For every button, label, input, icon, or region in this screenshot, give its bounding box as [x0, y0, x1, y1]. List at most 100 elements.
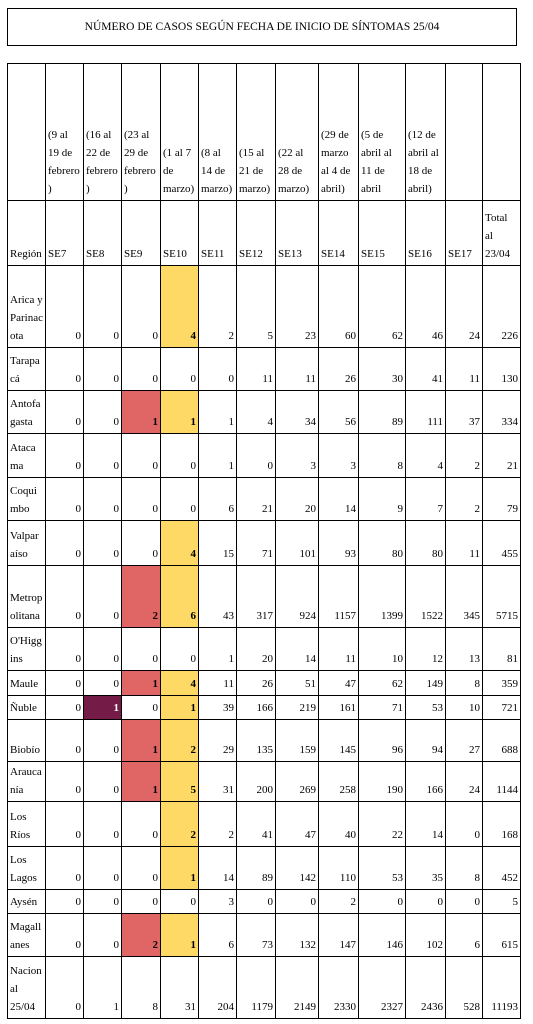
case-count: 0 — [405, 889, 446, 914]
case-count: 11 — [236, 347, 276, 391]
case-count: 41 — [236, 801, 276, 847]
case-count: 21 — [236, 477, 276, 521]
table-row: Arica y Parinacota 0 0 0 4 2 5 23 60 62 46 24 226 — [7, 265, 521, 348]
case-count: 1 — [83, 956, 122, 1019]
region-name: Los Lagos — [7, 846, 46, 890]
case-count: 2327 — [358, 956, 406, 1019]
case-count: 8 — [121, 956, 161, 1019]
case-count: 6 — [198, 477, 237, 521]
case-count: 89 — [358, 390, 406, 434]
table-row: Región SE7 SE8 SE9 SE10 SE11 SE12 SE13 SE14 SE15 S… — [7, 200, 521, 266]
case-count: 37 — [445, 390, 483, 434]
case-count: 0 — [45, 477, 84, 521]
case-count: 14 — [318, 477, 359, 521]
cases-table: (9 al 19 de febrero) (16 al 22 de febrero… — [7, 63, 521, 1019]
case-count: 2 — [160, 801, 199, 847]
case-count: 0 — [83, 801, 122, 847]
case-count: 10 — [445, 695, 483, 720]
date-range: (16 al 22 de febrero) — [83, 63, 122, 201]
case-count: 0 — [45, 801, 84, 847]
case-count: 0 — [45, 520, 84, 566]
case-count: 8 — [445, 846, 483, 890]
column-header: SE16 — [405, 200, 446, 266]
case-count: 31 — [198, 761, 237, 802]
date-range: (22 al 28 de marzo) — [275, 63, 319, 201]
case-count: 1 — [121, 390, 161, 434]
case-count: 1 — [160, 846, 199, 890]
case-count: 2149 — [275, 956, 319, 1019]
case-count: 0 — [275, 889, 319, 914]
case-count: 2 — [318, 889, 359, 914]
case-count: 46 — [405, 265, 446, 348]
case-count: 22 — [358, 801, 406, 847]
case-count: 34 — [275, 390, 319, 434]
case-count: 2330 — [318, 956, 359, 1019]
case-count: 149 — [405, 670, 446, 696]
case-count: 1522 — [405, 565, 446, 628]
case-count: 71 — [236, 520, 276, 566]
table-row: Maule 0 0 1 4 11 26 51 47 62 149 8 359 — [7, 670, 521, 696]
case-count: 0 — [45, 265, 84, 348]
case-count: 71 — [358, 695, 406, 720]
case-count: 102 — [405, 913, 446, 957]
case-count: 0 — [160, 347, 199, 391]
case-count: 6 — [445, 913, 483, 957]
table-row: Antofagasta 0 0 1 1 1 4 34 56 89 111 37 334 — [7, 390, 521, 434]
case-count: 35 — [405, 846, 446, 890]
case-count: 0 — [160, 627, 199, 671]
case-count: 2 — [198, 265, 237, 348]
case-count: 269 — [275, 761, 319, 802]
case-count: 39 — [198, 695, 237, 720]
case-count: 110 — [318, 846, 359, 890]
table-row: (9 al 19 de febrero) (16 al 22 de febrero… — [7, 63, 521, 201]
case-count: 3 — [318, 433, 359, 478]
column-header: SE12 — [236, 200, 276, 266]
case-count: 20 — [275, 477, 319, 521]
table-row: Atacama 0 0 0 0 1 0 3 3 8 4 2 21 — [7, 433, 521, 478]
case-count: 0 — [83, 719, 122, 762]
case-count: 1 — [160, 913, 199, 957]
case-count: 0 — [83, 347, 122, 391]
case-count: 0 — [121, 889, 161, 914]
case-count: 5 — [482, 889, 521, 914]
table-row: Los Lagos 0 0 0 1 14 89 142 110 53 35 8 452 — [7, 846, 521, 890]
case-count: 29 — [198, 719, 237, 762]
case-count: 2 — [198, 801, 237, 847]
case-count: 1 — [160, 390, 199, 434]
case-count: 1179 — [236, 956, 276, 1019]
case-count: 0 — [83, 913, 122, 957]
date-range: (9 al 19 de febrero) — [45, 63, 84, 201]
case-count: 0 — [83, 477, 122, 521]
case-count: 0 — [121, 801, 161, 847]
case-count: 24 — [445, 761, 483, 802]
case-count: 0 — [83, 761, 122, 802]
table-row: Los Ríos 0 0 0 2 2 41 47 40 22 14 0 168 — [7, 801, 521, 847]
case-count: 0 — [198, 347, 237, 391]
case-count: 0 — [45, 390, 84, 434]
case-count: 1 — [160, 695, 199, 720]
case-count: 334 — [482, 390, 521, 434]
region-name: O'Higgins — [7, 627, 46, 671]
case-count: 0 — [45, 846, 84, 890]
region-name: Nacional 25/04 — [7, 956, 46, 1019]
case-count: 2436 — [405, 956, 446, 1019]
case-count: 2 — [121, 913, 161, 957]
case-count: 4 — [160, 670, 199, 696]
case-count: 0 — [45, 913, 84, 957]
region-name: Aysén — [7, 889, 46, 914]
column-header: SE10 — [160, 200, 199, 266]
case-count: 60 — [318, 265, 359, 348]
column-header: Región — [7, 200, 46, 266]
table-row: Metropolitana 0 0 2 6 43 317 924 1157 1399 1522 345… — [7, 565, 521, 628]
table-row: Tarapacá 0 0 0 0 0 11 11 26 30 41 11 130 — [7, 347, 521, 391]
case-count: 4 — [236, 390, 276, 434]
column-header: SE14 — [318, 200, 359, 266]
case-count: 0 — [83, 433, 122, 478]
date-range: (5 de abril al 11 de abril — [358, 63, 406, 201]
case-count: 13 — [445, 627, 483, 671]
case-count: 1157 — [318, 565, 359, 628]
case-count: 0 — [121, 433, 161, 478]
case-count: 20 — [236, 627, 276, 671]
case-count: 47 — [275, 801, 319, 847]
